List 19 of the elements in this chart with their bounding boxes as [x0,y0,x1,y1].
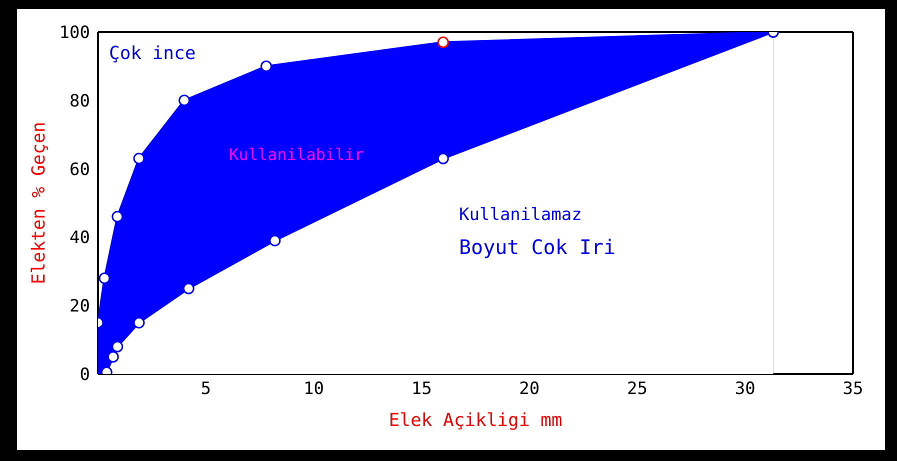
x-tick-label: 5 [200,379,211,400]
x-tick-label: 30 [734,379,756,400]
y-tick-label: 40 [70,228,90,248]
x-tick-label: 35 [842,379,864,400]
x-tick-label: 25 [627,379,648,400]
y-tick-label: 100 [59,23,90,44]
x-axis-title: Elek Açikligi mm [388,410,562,431]
y-tick-label: 20 [70,296,90,317]
y-tick-label: 0 [80,365,90,386]
annotation: Boyut Cok Iri [459,235,616,259]
annotation: Kullanilabilir [229,145,364,164]
y-tick-label: 60 [70,160,90,180]
x-tick-label: 15 [411,379,432,400]
y-tick-label: 80 [70,91,90,112]
x-tick-label: 20 [519,379,540,400]
annotation: Kullanilamaz [459,205,582,225]
annotation: Çok ince [109,43,196,64]
x-tick-label: 10 [303,379,324,400]
y-axis-title: Elekten % Geçen [28,122,50,284]
